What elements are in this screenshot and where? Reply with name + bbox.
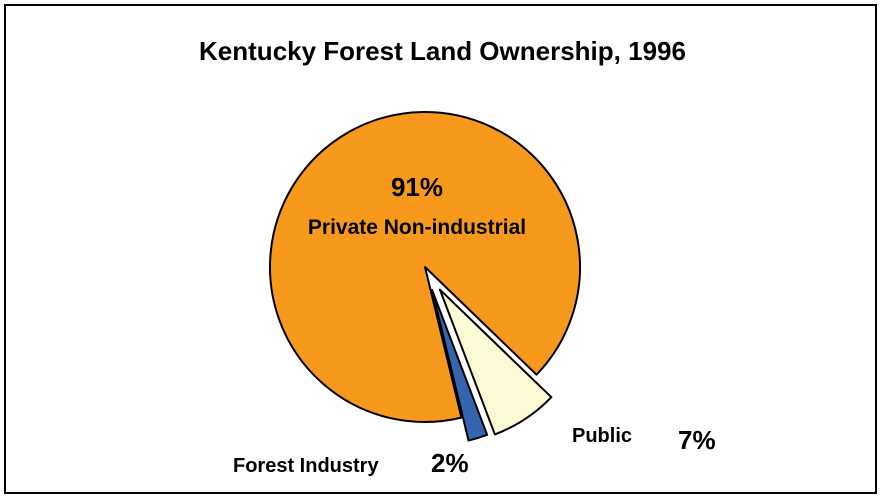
data-label-forest-industry-value: 2%: [431, 448, 469, 478]
pie-slice-public: [438, 288, 553, 436]
data-label-forest-industry-name: Forest Industry: [233, 455, 379, 477]
data-label-public-name: Public: [572, 425, 632, 447]
data-label-private-non-industrial-value: 91%: [391, 172, 443, 202]
chart-title: Kentucky Forest Land Ownership, 1996: [199, 36, 686, 66]
data-label-public-value: 7%: [678, 425, 716, 455]
pie-slice-forest-industry: [431, 288, 489, 442]
data-label-private-non-industrial-name: Private Non-industrial: [308, 216, 526, 239]
pie-slice-private-non-industrial: [269, 111, 581, 423]
